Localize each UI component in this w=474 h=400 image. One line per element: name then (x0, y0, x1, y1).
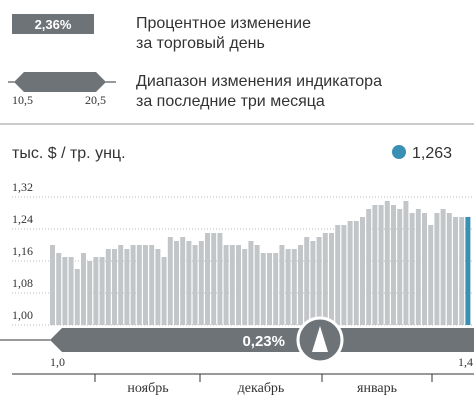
bar (74, 269, 80, 325)
bar (428, 225, 434, 325)
y-tick-label: 1,16 (12, 244, 33, 258)
bar (310, 241, 316, 325)
current-dot (392, 145, 406, 159)
bar (205, 233, 210, 325)
bar (136, 245, 142, 325)
bar (81, 253, 86, 325)
bar (180, 237, 186, 325)
bar (99, 257, 105, 325)
bar (149, 245, 155, 325)
y-tick-label: 1,08 (12, 276, 33, 290)
bar (242, 249, 248, 325)
bar (329, 233, 334, 325)
bar (298, 245, 303, 325)
bar (279, 245, 285, 325)
bar (285, 249, 291, 325)
bar (130, 245, 136, 325)
bar (273, 253, 279, 325)
bar (155, 249, 161, 325)
bar (446, 213, 452, 325)
legend-text: Процентное изменение (136, 15, 311, 32)
range-icon (14, 72, 106, 92)
bar (453, 217, 458, 325)
bar (260, 253, 266, 325)
bar (174, 241, 179, 325)
legend-text: Диапазон изменения индикатора (136, 73, 382, 90)
bar (118, 245, 124, 325)
range-low: 10,5 (12, 93, 33, 107)
bar (353, 221, 359, 325)
bar (192, 245, 198, 325)
bar (68, 257, 74, 325)
current-value: 1,263 (412, 145, 452, 162)
bar (409, 213, 415, 325)
unit-label: тыс. $ / тр. унц. (12, 145, 126, 162)
bar (366, 209, 372, 325)
bar (335, 225, 341, 325)
bar (254, 245, 260, 325)
range-high: 1,4 (458, 355, 473, 369)
bar (440, 209, 446, 325)
range-low: 1,0 (50, 355, 65, 369)
bar (236, 245, 241, 325)
x-label: декабрь (238, 381, 285, 396)
bar (465, 217, 471, 325)
y-tick-label: 1,24 (12, 212, 33, 226)
bar (198, 241, 204, 325)
range-change: 0,23% (242, 333, 285, 350)
bar (384, 201, 390, 325)
bar (50, 245, 55, 325)
range-high: 20,5 (85, 93, 106, 107)
bar (161, 257, 167, 325)
legend-text: за торговый день (136, 35, 265, 52)
bar (422, 213, 427, 325)
bar (211, 233, 217, 325)
legend-text: за последние три месяца (136, 93, 325, 110)
bar (291, 249, 297, 325)
y-tick-label: 1,00 (12, 308, 33, 322)
bar (62, 257, 68, 325)
bar (304, 237, 310, 325)
bar (459, 217, 465, 325)
y-tick-label: 1,32 (12, 180, 33, 194)
bar (105, 249, 111, 325)
bar (316, 237, 322, 325)
bar (391, 205, 396, 325)
bar (56, 253, 62, 325)
bar (112, 249, 117, 325)
bar (167, 237, 173, 325)
bar (217, 233, 223, 325)
marker-arrow (312, 326, 328, 352)
bar (143, 245, 148, 325)
bar (93, 257, 99, 325)
bar (124, 249, 130, 325)
bar (186, 241, 192, 325)
bar (434, 213, 440, 325)
bar (372, 205, 378, 325)
bar (415, 209, 421, 325)
bar (248, 241, 254, 325)
range-bar (50, 328, 474, 352)
x-label: ноябрь (127, 381, 168, 396)
bar (87, 261, 93, 325)
bar (360, 217, 365, 325)
x-label: январь (357, 381, 397, 396)
bar (403, 201, 409, 325)
bar (223, 245, 229, 325)
bar (378, 205, 384, 325)
bar (341, 225, 347, 325)
bar (347, 221, 353, 325)
bar (267, 253, 272, 325)
bar (322, 233, 328, 325)
bar (229, 245, 235, 325)
bar (397, 209, 403, 325)
change-badge (12, 14, 94, 34)
change-badge-text: 2,36% (35, 17, 72, 32)
